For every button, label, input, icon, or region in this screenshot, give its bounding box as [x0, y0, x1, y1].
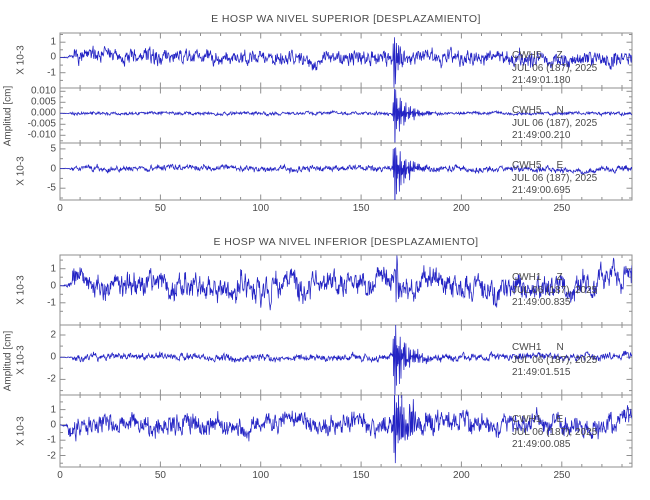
scale-label: X 10-3 [15, 45, 27, 75]
trace-annotation: CWH5 Z JUL 06 (187), 2025 21:49:01.180 [512, 50, 597, 88]
trace-date: JUL 06 (187), 2025 [512, 172, 598, 184]
component-code: Z [556, 272, 563, 283]
station-code: CWH1 [512, 272, 542, 283]
x-tick-label: 150 [352, 203, 370, 214]
y-tick-label: 5 [50, 143, 56, 155]
component-code: E [556, 160, 564, 171]
panel-superior-title: E HOSP WA NIVEL SUPERIOR [DESPLAZAMIENTO… [211, 13, 481, 25]
y-tick-label: 1 [50, 263, 56, 275]
panel-superior-ylabel: Amplitud [cm] [2, 85, 14, 147]
station-component: CWH5 N [512, 105, 597, 118]
trace-date: JUL 06 (187), 2025 [512, 426, 598, 438]
x-tick-label: 0 [57, 470, 63, 481]
component-code: N [556, 342, 564, 353]
y-tick-label: -5 [47, 182, 56, 194]
station-component: CWH1 E [512, 414, 597, 427]
y-tick-label: 1 [50, 404, 56, 416]
x-tick-label: 50 [154, 470, 166, 481]
trace-annotation: CWH5 N JUL 06 (187), 2025 21:49:00.210 [512, 105, 597, 143]
x-tick-label: 150 [352, 470, 370, 481]
x-tick-label: 200 [453, 470, 470, 481]
y-tick-label: 0.005 [30, 96, 56, 108]
trace-time: 21:49:00.085 [512, 439, 571, 450]
y-tick-label: 0.000 [30, 107, 56, 119]
station-code: CWH5 [512, 160, 542, 171]
trace-time: 21:49:01.515 [512, 367, 571, 378]
trace-time: 21:49:00.210 [512, 130, 571, 141]
station-component: CWH5 E [512, 160, 597, 173]
y-tick-label: -2 [47, 373, 56, 385]
trace-time: 21:49:00.835 [512, 297, 571, 308]
trace-time: 21:49:01.180 [512, 75, 571, 86]
station-component: CWH5 Z [512, 50, 597, 63]
y-tick-label: -0.010 [27, 129, 56, 141]
y-tick-label: -0.005 [27, 118, 56, 130]
panel-inferior-ylabel: Amplitud [cm] [2, 330, 14, 392]
trace-annotation: CWH1 E JUL 06 (187), 2025 21:49:00.085 [512, 414, 597, 452]
trace-annotation: CWH1 N JUL 06 (187), 2025 21:49:01.515 [512, 342, 597, 380]
station-component: CWH1 Z [512, 272, 597, 285]
station-code: CWH5 [512, 50, 542, 61]
x-tick-label: 50 [154, 203, 166, 214]
x-tick-label: 100 [252, 203, 270, 214]
station-code: CWH5 [512, 105, 542, 116]
trace-time: 21:49:00.695 [512, 185, 571, 196]
x-tick-label: 0 [57, 203, 63, 214]
y-tick-label: -1 [47, 297, 56, 309]
station-code: CWH1 [512, 414, 542, 425]
y-tick-label: -2 [47, 450, 56, 461]
x-tick-label: 200 [453, 203, 470, 214]
x-tick-label: 250 [553, 203, 571, 214]
y-tick-label: 0 [50, 280, 56, 292]
trace-date: JUL 06 (187), 2025 [512, 354, 598, 366]
trace-date: JUL 06 (187), 2025 [512, 62, 598, 74]
station-component: CWH1 N [512, 342, 597, 355]
y-tick-label: -1 [47, 434, 56, 446]
component-code: N [556, 105, 564, 116]
y-tick-label: 0 [50, 351, 56, 363]
y-tick-label: 0 [50, 51, 56, 63]
scale-label: X 10-3 [15, 156, 27, 186]
component-code: Z [556, 50, 563, 61]
y-tick-label: 0.010 [30, 85, 56, 97]
scale-label: X 10-3 [15, 345, 27, 375]
y-tick-label: 0 [50, 163, 56, 175]
y-tick-label: -1 [47, 67, 56, 79]
x-tick-label: 100 [252, 470, 270, 481]
x-tick-label: 250 [553, 470, 571, 481]
station-code: CWH1 [512, 342, 542, 353]
y-tick-label: 2 [50, 329, 56, 341]
y-tick-label: 0 [50, 419, 56, 431]
trace-annotation: CWH5 E JUL 06 (187), 2025 21:49:00.695 [512, 160, 597, 198]
trace-date: JUL 06 (187), 2025 [512, 117, 598, 129]
scale-label: X 10-3 [15, 275, 27, 305]
trace-date: JUL 06 (187), 2025 [512, 284, 598, 296]
component-code: E [556, 414, 564, 425]
panel-inferior-title: E HOSP WA NIVEL INFERIOR [DESPLAZAMIENTO… [213, 236, 479, 248]
y-tick-label: 1 [50, 36, 56, 48]
trace-annotation: CWH1 Z JUL 06 (187), 2025 21:49:00.835 [512, 272, 597, 310]
scale-label: X 10-3 [15, 416, 27, 446]
